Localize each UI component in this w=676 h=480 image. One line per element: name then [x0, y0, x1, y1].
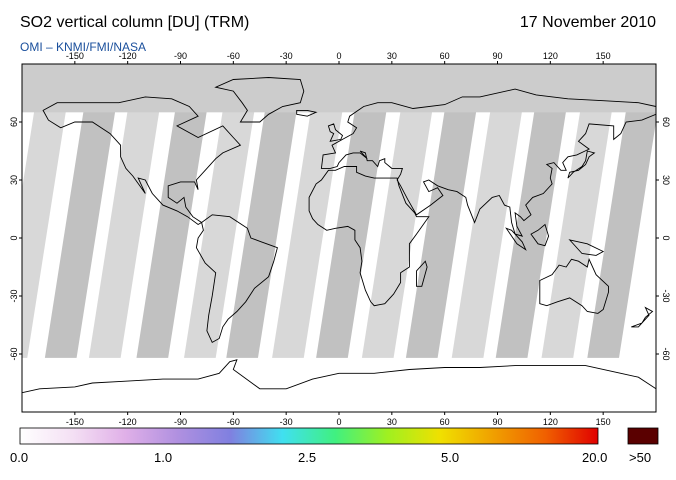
lon-label-top-8: 90	[492, 51, 502, 61]
lon-label-top-4: -30	[280, 51, 293, 61]
australia-coastline	[539, 257, 609, 314]
borneo-coastline	[530, 223, 550, 247]
japan-coastline	[567, 150, 596, 179]
lon-label-bottom-9: 120	[543, 417, 558, 427]
lat-label-left-1: 30	[9, 175, 19, 185]
lon-label-bottom-4: -30	[280, 417, 293, 427]
antarctica-land	[22, 359, 656, 412]
great-britain-coastline	[327, 123, 344, 142]
iceland-coastline	[296, 109, 318, 117]
swath-2	[88, 110, 160, 358]
north-america-coastline	[42, 96, 242, 226]
lon-label-top-1: -120	[119, 51, 137, 61]
lat-label-right-4: -60	[661, 347, 671, 360]
data-credit: OMI – KNMI/FMI/NASA	[20, 40, 147, 54]
lat-label-left-2: 0	[9, 235, 19, 240]
lon-label-top-0: -150	[66, 51, 84, 61]
colorbar	[19, 427, 659, 445]
lon-label-bottom-10: 150	[596, 417, 611, 427]
lon-label-top-10: 150	[596, 51, 611, 61]
lon-label-top-3: -60	[227, 51, 240, 61]
lon-label-top-7: 60	[440, 51, 450, 61]
lon-label-top-5: 0	[336, 51, 341, 61]
swath-3	[136, 110, 207, 358]
madagascar-coastline	[416, 260, 428, 287]
colorbar-overflow-box	[627, 427, 659, 445]
swath-9	[405, 110, 477, 358]
lon-label-bottom-0: -150	[66, 417, 84, 427]
swath-7	[316, 110, 387, 358]
swath-4	[184, 110, 255, 358]
lat-label-left-3: -30	[9, 289, 19, 302]
new-guinea-coastline	[568, 239, 605, 256]
colorbar-label-3: 5.0	[441, 450, 460, 465]
africa-coastline	[308, 166, 430, 307]
south-america-coastline	[195, 214, 278, 344]
new-zealand-coastline	[631, 306, 654, 328]
lon-label-top-9: 120	[543, 51, 558, 61]
colorbar-label-5: >50	[629, 450, 652, 465]
map-ticks: -150 -150 -120 -120 -90 -90 -60 -60 -30 -30 0 0 30 30…	[9, 51, 671, 427]
lon-label-top-2: -90	[174, 51, 187, 61]
map-title: SO2 vertical column [DU] (TRM)	[20, 14, 250, 31]
lat-label-left-4: -60	[9, 347, 19, 360]
greenland-coastline	[214, 77, 305, 123]
lon-label-top-6: 30	[387, 51, 397, 61]
swath-12	[541, 110, 612, 358]
sumatra-coastline	[505, 227, 527, 251]
map-date: 17 November 2010	[519, 14, 656, 31]
swath-5	[226, 110, 297, 358]
lon-label-bottom-2: -90	[174, 417, 187, 427]
swath-8	[361, 110, 433, 358]
swath-10	[451, 110, 523, 358]
no-data-region	[22, 64, 656, 113]
lon-label-bottom-8: 90	[492, 417, 502, 427]
colorbar-label-1: 1.0	[154, 450, 173, 465]
lat-label-left-0: 60	[9, 117, 19, 127]
satellite-swaths	[22, 110, 656, 358]
lon-label-bottom-1: -120	[119, 417, 137, 427]
swath-13	[587, 110, 656, 358]
colorbar-label-0: 0.0	[10, 450, 29, 465]
swath-0	[22, 110, 67, 358]
eurasia-africa-coastline	[320, 88, 656, 237]
colorbar-label-4: 20.0	[582, 450, 608, 465]
swath-1	[44, 110, 116, 358]
colorbar-bar	[19, 427, 599, 445]
coastlines	[22, 77, 656, 412]
map-body	[22, 64, 656, 412]
swath-6	[272, 110, 343, 358]
lon-label-bottom-6: 30	[387, 417, 397, 427]
lat-label-right-3: -30	[661, 289, 671, 302]
lon-label-bottom-5: 0	[336, 417, 341, 427]
lon-label-bottom-7: 60	[440, 417, 450, 427]
antarctica-coastline	[22, 359, 656, 412]
lon-label-bottom-3: -60	[227, 417, 240, 427]
lat-label-right-1: 30	[661, 175, 671, 185]
lat-label-right-0: 60	[661, 117, 671, 127]
colorbar-label-2: 2.5	[298, 450, 317, 465]
lat-label-right-2: 0	[661, 235, 671, 240]
